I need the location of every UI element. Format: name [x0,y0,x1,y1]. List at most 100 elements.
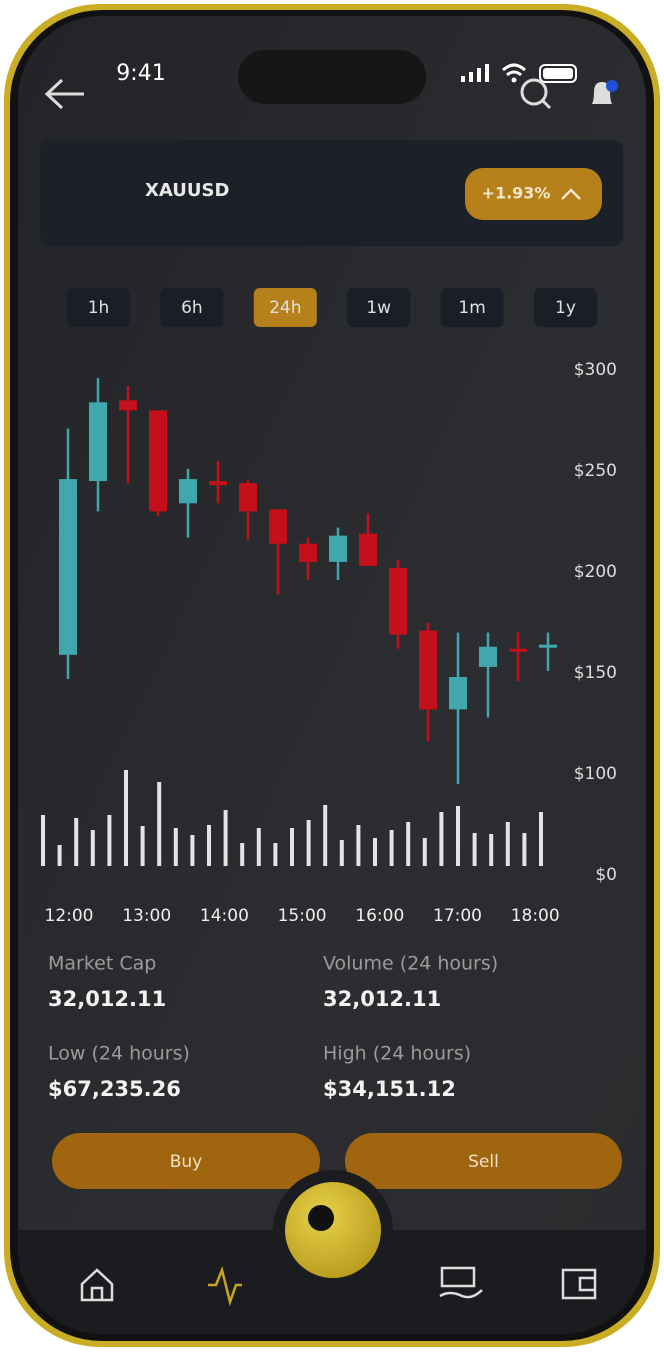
status-time: 9:41 [116,61,165,86]
center-button[interactable] [285,1182,381,1278]
stat-value: $67,235.26 [48,1077,181,1101]
y-tick-label: $250 [574,461,617,481]
volume-bar [90,830,95,866]
nav-home[interactable] [80,1268,114,1302]
range-tab[interactable] [67,288,130,327]
candle-body [149,410,167,512]
stat-label: Market Cap [48,953,156,975]
y2-tick-label: $0 [595,865,617,885]
stat-value: 32,012.11 [48,987,166,1011]
volume-bar [323,805,328,866]
candle-body [329,535,347,562]
candle-body [179,479,197,504]
action-label: Buy [170,1152,203,1172]
volume-bar [505,822,510,866]
candle-body [359,533,377,566]
volume-bar [140,826,145,866]
x-tick-label: 18:00 [511,906,560,926]
volume-bar [472,833,477,866]
range-tabs: 1h 6h 24h 1w 1m 1y [67,288,597,327]
notification-button[interactable] [592,80,618,104]
range-label: 6h [181,298,203,318]
range-tab[interactable] [534,288,597,327]
nav-wallet[interactable] [561,1268,597,1300]
x-tick-label: 16:00 [355,906,404,926]
volume-bar [223,810,228,866]
back-button[interactable] [44,78,84,110]
candle-body [89,402,107,482]
candlestick-chart: $300 $250 $200 $150 $100 $0 12:00 13:00 14:00 15:… [41,360,617,926]
volume-bar [173,828,178,866]
volume-bar [57,845,62,866]
range-label: 1h [88,298,110,318]
stat-value: 32,012.11 [323,987,441,1011]
candle-body [59,479,77,655]
candle-body [539,644,557,648]
volume-bar [256,828,261,866]
volume-bar [74,818,79,866]
range-label: 1w [366,298,391,318]
volume-bar [306,820,311,866]
volume-bar [539,812,543,866]
x-tick-label: 15:00 [278,906,327,926]
x-tick-label: 13:00 [122,906,171,926]
nav-money[interactable] [439,1266,483,1299]
range-tab[interactable] [160,288,224,327]
range-tab[interactable] [440,288,504,327]
status-icons [461,63,577,83]
range-label: 24h [269,298,301,318]
y-tick-label: $300 [574,360,617,380]
search-button[interactable] [520,78,552,110]
volume-bar [489,834,494,866]
stats: Market Cap 32,012.11 Volume (24 hours) 32,0… [48,953,498,1102]
x-tick-label: 14:00 [200,906,249,926]
stat-label: Volume (24 hours) [323,953,498,975]
volume-bar [373,838,377,866]
range-tab[interactable] [347,288,411,327]
volume-bar [41,815,45,866]
volume-bar [207,825,211,866]
volume-bar [406,822,411,866]
range-label: 1m [458,298,485,318]
volume-bar [439,812,444,866]
volume-bar [422,838,427,866]
volume-bar [190,835,195,866]
nav-activity[interactable] [208,1265,242,1307]
volume-bar [339,840,344,866]
actions: Buy Sell [52,1133,622,1189]
action-button[interactable] [345,1133,622,1189]
candle-body [269,509,287,544]
candle-body [449,677,467,710]
volume-bar [240,843,245,866]
stat-label: Low (24 hours) [48,1043,190,1065]
volume-bar [522,833,527,866]
volume-bar [290,828,294,866]
screen: 9:41 XAUUSD +1.93% 1h 6h 24h 1w 1m 1y $300 $25… [18,16,646,1334]
volume-bar [273,843,278,866]
volume-bar [389,830,394,866]
symbol: XAUUSD [145,180,229,201]
candle-body [239,483,257,512]
x-tick-label: 12:00 [45,906,94,926]
volume-bar [107,815,112,866]
candle-body [419,630,437,710]
candle-body [299,543,317,562]
range-tab[interactable] [253,288,317,327]
change-arrow [561,188,581,200]
action-label: Sell [468,1152,499,1172]
dynamic-island [238,50,426,104]
stat-label: High (24 hours) [323,1043,471,1065]
stat-value: $34,151.12 [323,1077,456,1101]
volume-bar [124,770,128,866]
action-button[interactable] [52,1133,320,1189]
x-tick-label: 17:00 [433,906,482,926]
volume-bar [356,825,361,866]
candle-body [209,481,227,486]
candle-body [119,400,137,411]
volume-bar [157,782,162,866]
y-tick-label: $200 [574,562,617,582]
change-pill[interactable] [465,168,602,220]
candle-body [509,648,527,652]
